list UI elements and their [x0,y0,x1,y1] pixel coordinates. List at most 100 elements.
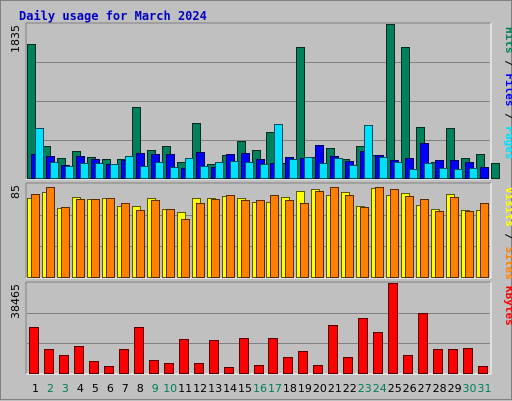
legend-item-1: / [503,227,512,247]
bar-pages-day-19 [304,157,313,179]
max-label-hits-files-pages: 1835 [9,25,22,53]
bar-pages-day-29 [454,169,463,179]
bar-kbytes-day-30 [463,348,473,374]
day-label-7: 7 [122,382,129,395]
bar-kbytes-day-3 [59,355,69,374]
bar-kbytes-day-26 [403,355,413,374]
bar-kbytes-day-6 [104,366,114,374]
bar-pages-day-12 [200,166,209,179]
bar-sites-day-14 [226,195,235,278]
day-label-10: 10 [163,382,177,395]
legend-item-0: Hits [503,27,512,54]
day-label-11: 11 [178,382,192,395]
bar-kbytes-day-5 [89,361,99,374]
day-label-28: 28 [433,382,447,395]
day-label-25: 25 [388,382,402,395]
day-label-23: 23 [358,382,372,395]
bar-pages-day-2 [50,162,59,179]
bar-sites-day-3 [61,207,70,278]
bar-sites-day-31 [480,203,489,278]
bar-kbytes-day-8 [134,327,144,374]
day-label-8: 8 [137,382,144,395]
bar-kbytes-day-18 [283,357,293,374]
bar-kbytes-day-11 [179,339,189,374]
bar-sites-day-21 [330,187,339,278]
bar-kbytes-day-22 [343,357,353,374]
bar-pages-day-7 [125,156,134,179]
bar-sites-day-20 [315,191,324,278]
bar-sites-day-1 [31,194,40,278]
bar-kbytes-day-17 [268,338,278,374]
page-title: Daily usage for March 2024 [19,9,207,23]
bar-kbytes-day-9 [149,360,159,374]
legend-kbytes: KBytes [503,286,512,326]
bar-pages-day-13 [215,162,224,179]
bar-sites-day-25 [390,189,399,278]
day-label-9: 9 [152,382,159,395]
bar-kbytes-day-28 [433,349,443,374]
bar-sites-day-7 [121,203,130,278]
bar-pages-day-10 [170,167,179,179]
bar-sites-day-29 [450,197,459,278]
bar-pages-day-17 [274,124,283,179]
panel-visits-sites: 85 Visits / Sites [9,182,512,280]
day-label-26: 26 [403,382,417,395]
day-label-6: 6 [107,382,114,395]
bar-kbytes-day-10 [164,363,174,374]
bar-files-day-31 [480,167,489,179]
panel-kbytes: 38465 KBytes [9,281,512,375]
bar-pages-day-1 [35,128,44,179]
bar-kbytes-day-20 [313,365,323,374]
bar-kbytes-day-12 [194,363,204,374]
bar-kbytes-day-25 [388,283,398,374]
bar-sites-day-11 [181,219,190,278]
day-label-30: 30 [463,382,477,395]
bar-sites-day-5 [91,199,100,278]
bar-pages-day-8 [140,166,149,179]
day-label-20: 20 [313,382,327,395]
bar-sites-day-22 [345,195,354,278]
day-label-19: 19 [298,382,312,395]
bar-kbytes-day-29 [448,349,458,374]
bar-sites-day-18 [285,200,294,278]
bar-kbytes-day-27 [418,313,428,374]
bar-sites-day-19 [300,203,309,278]
day-label-15: 15 [238,382,252,395]
bar-pages-day-14 [230,161,239,179]
legend-item-2: Files [503,73,512,106]
bar-sites-day-24 [375,187,384,278]
bar-sites-day-26 [405,196,414,278]
bar-pages-day-24 [379,157,388,179]
bar-pages-day-27 [424,163,433,179]
legend-item-2: Sites [503,247,512,280]
bar-sites-day-17 [270,195,279,278]
day-label-4: 4 [77,382,84,395]
bar-sites-day-4 [76,199,85,278]
legend-item-0: Visits [503,187,512,227]
bar-sites-day-27 [420,199,429,278]
day-label-22: 22 [343,382,357,395]
bar-kbytes-day-14 [224,367,234,374]
bar-pages-day-18 [289,159,298,179]
bar-pages-day-25 [394,162,403,179]
bar-sites-day-30 [465,211,474,278]
bar-pages-day-15 [245,162,254,179]
bar-hits-day-25 [386,24,395,179]
bar-sites-day-10 [166,209,175,278]
legend-visits-sites: Visits / Sites [503,187,512,280]
bar-sites-day-16 [256,200,265,278]
bar-pages-day-4 [80,163,89,179]
bar-pages-day-22 [349,165,358,179]
bar-kbytes-day-2 [44,349,54,374]
bar-sites-day-28 [435,211,444,278]
day-label-13: 13 [208,382,222,395]
legend-item-0: KBytes [503,286,512,326]
bar-kbytes-day-21 [328,325,338,374]
bar-pages-day-11 [185,158,194,179]
bar-pages-day-5 [95,163,104,179]
panel-hits-files-pages: 1835 Hits / Files / Pages [9,22,512,180]
day-label-17: 17 [268,382,282,395]
legend-item-3: / [503,107,512,127]
bar-kbytes-day-1 [29,327,39,374]
bar-hits-day-undefined [491,163,500,179]
